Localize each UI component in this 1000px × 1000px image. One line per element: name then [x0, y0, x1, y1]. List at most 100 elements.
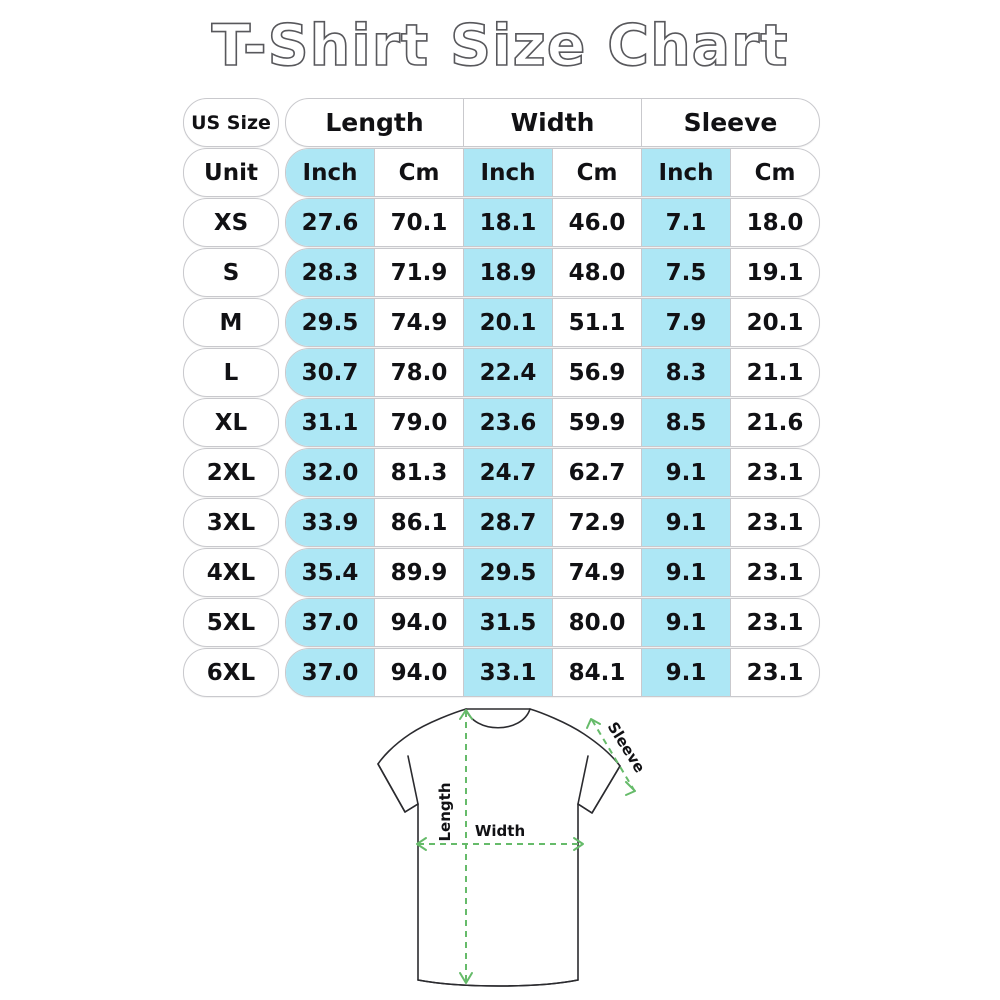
table-cell: 7.5 [642, 249, 731, 296]
row-values: 32.0 81.3 24.7 62.7 9.1 23.1 [285, 448, 820, 497]
table-cell: 31.5 [464, 599, 553, 646]
cell-value: 31.1 [301, 409, 359, 436]
cell-value: 70.1 [390, 209, 448, 236]
cell-value: 23.1 [746, 609, 804, 636]
cell-value: 29.5 [301, 309, 359, 336]
table-row: XS 27.6 70.1 18.1 46.0 7.1 18.0 [183, 198, 820, 247]
row-values: 35.4 89.9 29.5 74.9 9.1 23.1 [285, 548, 820, 597]
row-size-cell: 3XL [183, 498, 279, 547]
row-values: 37.0 94.0 33.1 84.1 9.1 23.1 [285, 648, 820, 697]
table-row: 5XL 37.0 94.0 31.5 80.0 9.1 23.1 [183, 598, 820, 647]
table-cell: 18.1 [464, 199, 553, 246]
table-cell: 94.0 [375, 649, 464, 696]
header-unit-label: Inch [302, 159, 358, 186]
row-size-cell: M [183, 298, 279, 347]
cell-value: 20.1 [479, 309, 537, 336]
size-chart-table: US Size Length Width Sleeve Unit Inch Cm [183, 98, 820, 698]
cell-value: 22.4 [479, 359, 537, 386]
table-cell: 94.0 [375, 599, 464, 646]
cell-value: 80.0 [568, 609, 626, 636]
cell-value: 23.1 [746, 559, 804, 586]
table-row: 2XL 32.0 81.3 24.7 62.7 9.1 23.1 [183, 448, 820, 497]
table-cell: 18.0 [731, 199, 819, 246]
cell-value: 86.1 [390, 509, 448, 536]
row-size-cell: XS [183, 198, 279, 247]
header-unit-label: Inch [480, 159, 536, 186]
table-cell: 51.1 [553, 299, 642, 346]
table-cell: 23.6 [464, 399, 553, 446]
header-unit-length-inch: Inch [286, 149, 375, 196]
cell-value: 94.0 [390, 609, 448, 636]
table-cell: 23.1 [731, 549, 819, 596]
table-cell: 79.0 [375, 399, 464, 446]
cell-value: 8.5 [665, 409, 707, 436]
cell-value: 37.0 [301, 659, 359, 686]
table-body: XS 27.6 70.1 18.1 46.0 7.1 18.0 S 28.3 71.9 18.9 48… [183, 198, 820, 697]
cell-value: 32.0 [301, 459, 359, 486]
row-size-label: 2XL [206, 459, 256, 486]
row-values: 33.9 86.1 28.7 72.9 9.1 23.1 [285, 498, 820, 547]
table-cell: 7.9 [642, 299, 731, 346]
table-cell: 20.1 [464, 299, 553, 346]
header-group-length: Length [286, 99, 464, 146]
cell-value: 23.6 [479, 409, 537, 436]
cell-value: 21.1 [746, 359, 804, 386]
width-arrow-right [573, 837, 584, 851]
cell-value: 74.9 [568, 559, 626, 586]
table-cell: 56.9 [553, 349, 642, 396]
table-cell: 9.1 [642, 549, 731, 596]
table-cell: 84.1 [553, 649, 642, 696]
measurement-guides [418, 711, 635, 982]
cell-value: 24.7 [479, 459, 537, 486]
cell-value: 89.9 [390, 559, 448, 586]
cell-value: 62.7 [568, 459, 626, 486]
row-size-label: S [222, 259, 240, 286]
header-unit-sleeve-inch: Inch [642, 149, 731, 196]
cell-value: 28.3 [301, 259, 359, 286]
table-cell: 9.1 [642, 649, 731, 696]
row-size-cell: 6XL [183, 648, 279, 697]
row-values: 28.3 71.9 18.9 48.0 7.5 19.1 [285, 248, 820, 297]
width-arrow-left [416, 837, 427, 851]
diagram-label-width: Width [475, 822, 525, 840]
cell-value: 8.3 [665, 359, 707, 386]
table-cell: 37.0 [286, 599, 375, 646]
row-size-label: 4XL [206, 559, 256, 586]
header-group-width: Width [464, 99, 642, 146]
row-size-cell: 2XL [183, 448, 279, 497]
row-size-label: L [223, 359, 239, 386]
table-cell: 9.1 [642, 449, 731, 496]
cell-value: 51.1 [568, 309, 626, 336]
table-cell: 22.4 [464, 349, 553, 396]
row-size-label: 5XL [206, 609, 256, 636]
cell-value: 71.9 [390, 259, 448, 286]
table-cell: 20.1 [731, 299, 819, 346]
cell-value: 19.1 [746, 259, 804, 286]
table-row: 6XL 37.0 94.0 33.1 84.1 9.1 23.1 [183, 648, 820, 697]
cell-value: 74.9 [390, 309, 448, 336]
table-row: S 28.3 71.9 18.9 48.0 7.5 19.1 [183, 248, 820, 297]
cell-value: 37.0 [301, 609, 359, 636]
table-cell: 19.1 [731, 249, 819, 296]
table-cell: 78.0 [375, 349, 464, 396]
header-unit-width-cm: Cm [553, 149, 642, 196]
table-header-row-groups: US Size Length Width Sleeve [183, 98, 820, 147]
cell-value: 27.6 [301, 209, 359, 236]
row-values: 29.5 74.9 20.1 51.1 7.9 20.1 [285, 298, 820, 347]
measurement-arrowheads [416, 709, 636, 984]
header-unit-label: Cm [398, 159, 440, 186]
table-cell: 28.3 [286, 249, 375, 296]
row-values: 31.1 79.0 23.6 59.9 8.5 21.6 [285, 398, 820, 447]
row-size-cell: 5XL [183, 598, 279, 647]
cell-value: 23.1 [746, 459, 804, 486]
cell-value: 31.5 [479, 609, 537, 636]
row-size-label: 3XL [206, 509, 256, 536]
header-unit-label: Cm [754, 159, 796, 186]
row-values: 30.7 78.0 22.4 56.9 8.3 21.1 [285, 348, 820, 397]
table-cell: 29.5 [464, 549, 553, 596]
cell-value: 33.1 [479, 659, 537, 686]
header-cell-us-size: US Size [183, 98, 279, 147]
table-cell: 8.5 [642, 399, 731, 446]
table-cell: 59.9 [553, 399, 642, 446]
cell-value: 29.5 [479, 559, 537, 586]
